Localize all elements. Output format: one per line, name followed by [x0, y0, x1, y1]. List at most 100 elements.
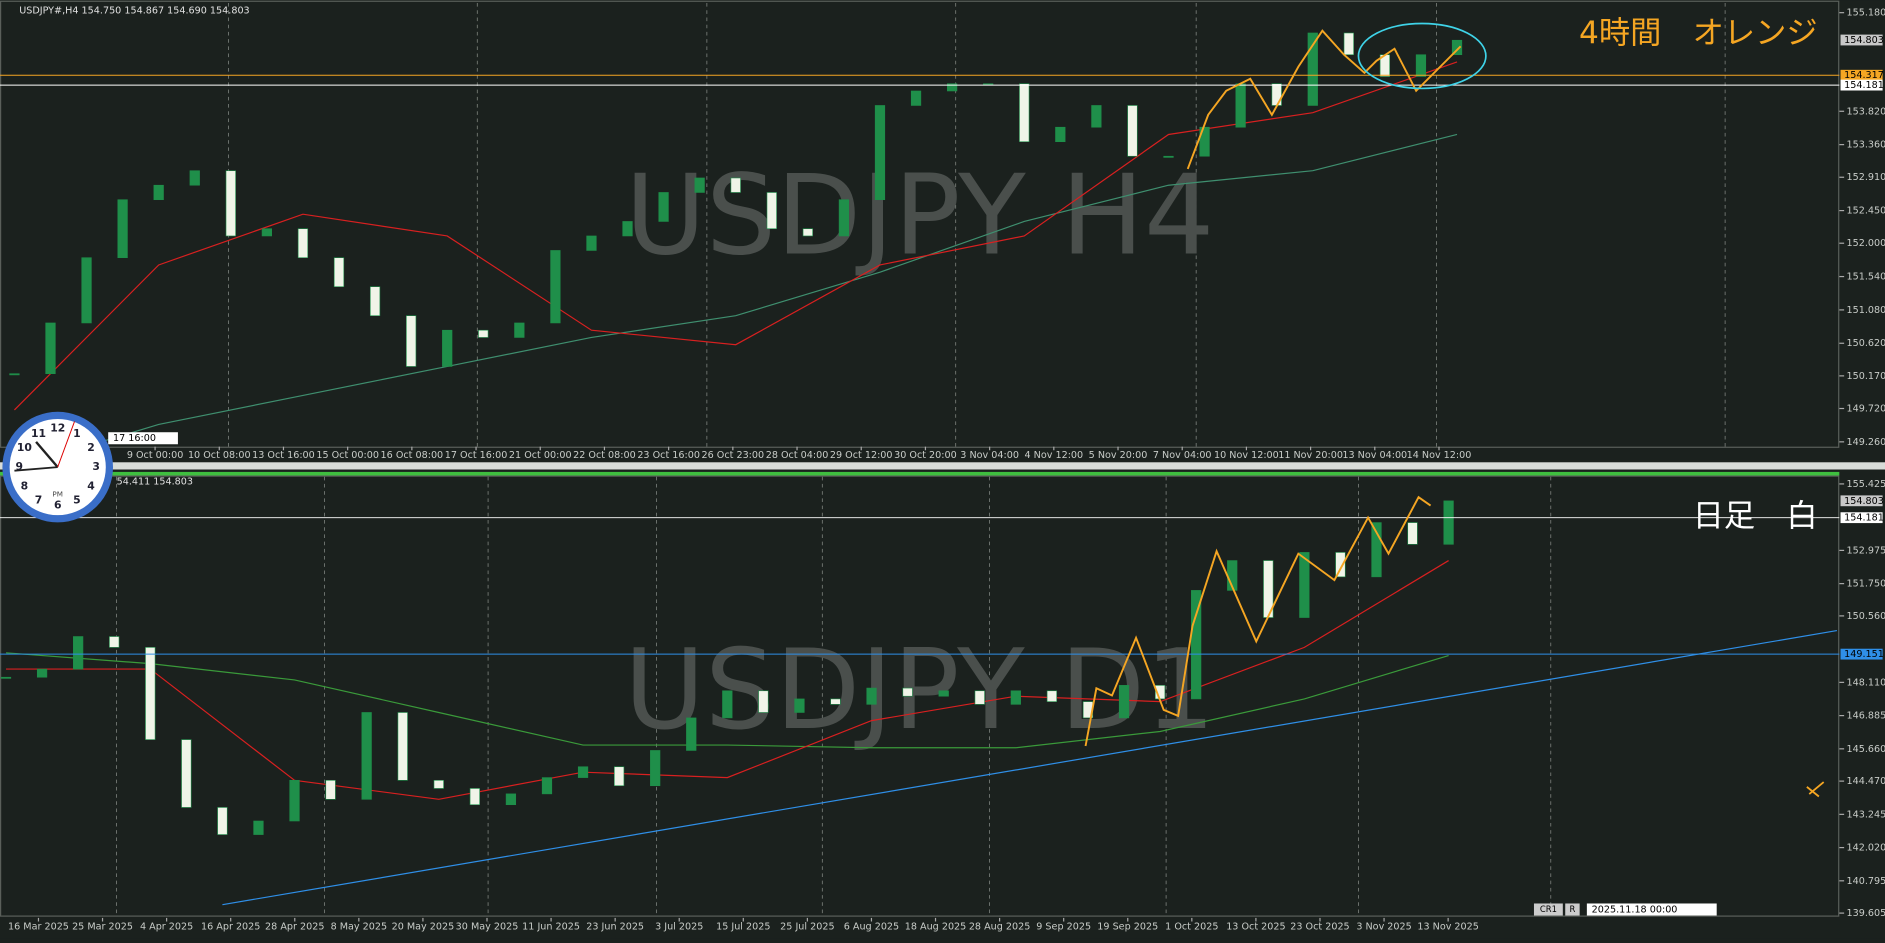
y-tick-label: 151.080 [1847, 305, 1885, 316]
pane-note: 日足 白 [1693, 499, 1818, 535]
candle [694, 177, 705, 193]
y-tick-label: 150.560 [1847, 611, 1885, 622]
pane-header: USDJPY#,H4 154.750 154.867 154.690 154.8… [19, 5, 249, 16]
x-tick-label: 3 Nov 04:00 [960, 450, 1019, 461]
x-tick-label: 10 Nov 12:00 [1214, 450, 1279, 461]
candle [225, 170, 236, 237]
clock-number: 8 [21, 479, 29, 492]
candle [9, 373, 20, 376]
x-tick-label: 7 Nov 04:00 [1153, 450, 1212, 461]
status-time: 2025.11.18 00:00 [1592, 904, 1678, 915]
candle [1191, 590, 1202, 700]
candle [514, 322, 525, 338]
panes: USDJPY H4 USDJPY#,H4 154.750 154.867 154.… [0, 5, 1885, 932]
candle [1046, 690, 1058, 702]
x-tick-label: 3 Nov 2025 [1356, 921, 1411, 932]
candle [73, 636, 84, 670]
x-tick-label: 21 Oct 00:00 [509, 450, 572, 461]
y-tick-label: 140.795 [1847, 876, 1885, 887]
x-tick-label: 11 Nov 20:00 [1278, 450, 1343, 461]
candle [722, 690, 733, 719]
candle [1299, 552, 1310, 618]
x-tick-label: 13 Oct 2025 [1226, 921, 1285, 932]
y-tick-label: 149.260 [1847, 437, 1885, 448]
cursor-time-box [108, 432, 178, 445]
candle [1118, 685, 1130, 719]
r-button[interactable] [1565, 903, 1580, 916]
x-tick-label: 22 Oct 08:00 [573, 450, 636, 461]
pane-header: 54.411 154.803 [117, 477, 193, 488]
candle [802, 228, 813, 237]
d1-zigzag[interactable] [1084, 495, 1432, 747]
d1-frame [0, 475, 1840, 917]
x-tick-label: 16 Mar 2025 [8, 921, 69, 932]
candle [81, 257, 92, 324]
candle [974, 690, 985, 705]
candle [433, 780, 444, 789]
price-tag [1840, 79, 1883, 91]
x-tick-label: 6 Aug 2025 [844, 921, 899, 932]
x-tick-label: 13 Nov 04:00 [1342, 450, 1407, 461]
candle [297, 228, 309, 259]
grid-top [228, 3, 1726, 448]
pencil-icon[interactable] [1806, 781, 1825, 798]
y-tick-label: 152.975 [1847, 545, 1885, 556]
clock-number: 12 [50, 422, 65, 435]
candle [145, 647, 156, 740]
candle [109, 636, 120, 648]
h4-zigzag[interactable] [1186, 29, 1462, 170]
candle [478, 329, 489, 338]
clock-number: 10 [17, 441, 32, 454]
r-label[interactable]: R [1570, 904, 1576, 914]
y-tick-label: 139.605 [1847, 908, 1885, 919]
time-box [1586, 903, 1717, 916]
pane: USDJPY H4 USDJPY#,H4 154.750 154.867 154.… [0, 5, 1885, 469]
x-tick-label: 5 Nov 20:00 [1089, 450, 1148, 461]
x-tick-label: 29 Oct 12:00 [830, 450, 893, 461]
y-tick-label: 153.360 [1847, 140, 1885, 151]
candle [36, 668, 48, 678]
x-tick-label: 11 Jun 2025 [522, 921, 580, 932]
y-tick-label: 143.245 [1847, 809, 1885, 820]
candle [369, 286, 381, 317]
candle [614, 766, 625, 787]
price-tag-label: 149.151 [1844, 649, 1884, 660]
clock-number: 2 [87, 441, 95, 454]
y-tick-label: 150.620 [1847, 338, 1885, 349]
highlight-ellipse[interactable] [1357, 22, 1487, 90]
x-tick-label: 19 Sep 2025 [1097, 921, 1158, 932]
y-tick-label: 151.750 [1847, 579, 1885, 590]
clock-period: PM [52, 490, 63, 499]
x-tick-label: 28 Apr 2025 [265, 921, 324, 932]
y-tick-label: 152.450 [1847, 206, 1885, 217]
price-tag [1840, 648, 1883, 660]
candle [1335, 552, 1346, 578]
clock-number: 1 [73, 427, 81, 440]
candle [1019, 83, 1030, 143]
y-tick-label: 146.885 [1847, 711, 1885, 722]
candle [1235, 83, 1246, 128]
candle [730, 177, 741, 193]
y-tick-label: 149.720 [1847, 404, 1885, 415]
x-tick-label: 28 Oct 04:00 [766, 450, 829, 461]
moving-average [5, 652, 1449, 749]
candle [505, 793, 517, 806]
x-tick-label: 17 Oct 16:00 [445, 450, 508, 461]
clock-number: 6 [54, 499, 62, 512]
x-tick-label: 28 Aug 2025 [969, 921, 1031, 932]
x-tick-label: 16 Apr 2025 [201, 921, 260, 932]
pane-splitter[interactable] [0, 462, 1885, 470]
clock-number: 11 [31, 427, 46, 440]
candle [261, 228, 272, 237]
candle [577, 766, 589, 778]
grid-bottom [116, 476, 1552, 917]
moving-average [6, 560, 1449, 800]
trend-line[interactable] [222, 629, 1838, 906]
h4-frame [0, 0, 1840, 448]
cr-button[interactable] [1533, 903, 1563, 916]
cr-label[interactable]: CR1 [1540, 904, 1557, 914]
price-tag [1840, 34, 1883, 46]
candle [1371, 522, 1382, 578]
clock-number: 9 [15, 460, 23, 473]
